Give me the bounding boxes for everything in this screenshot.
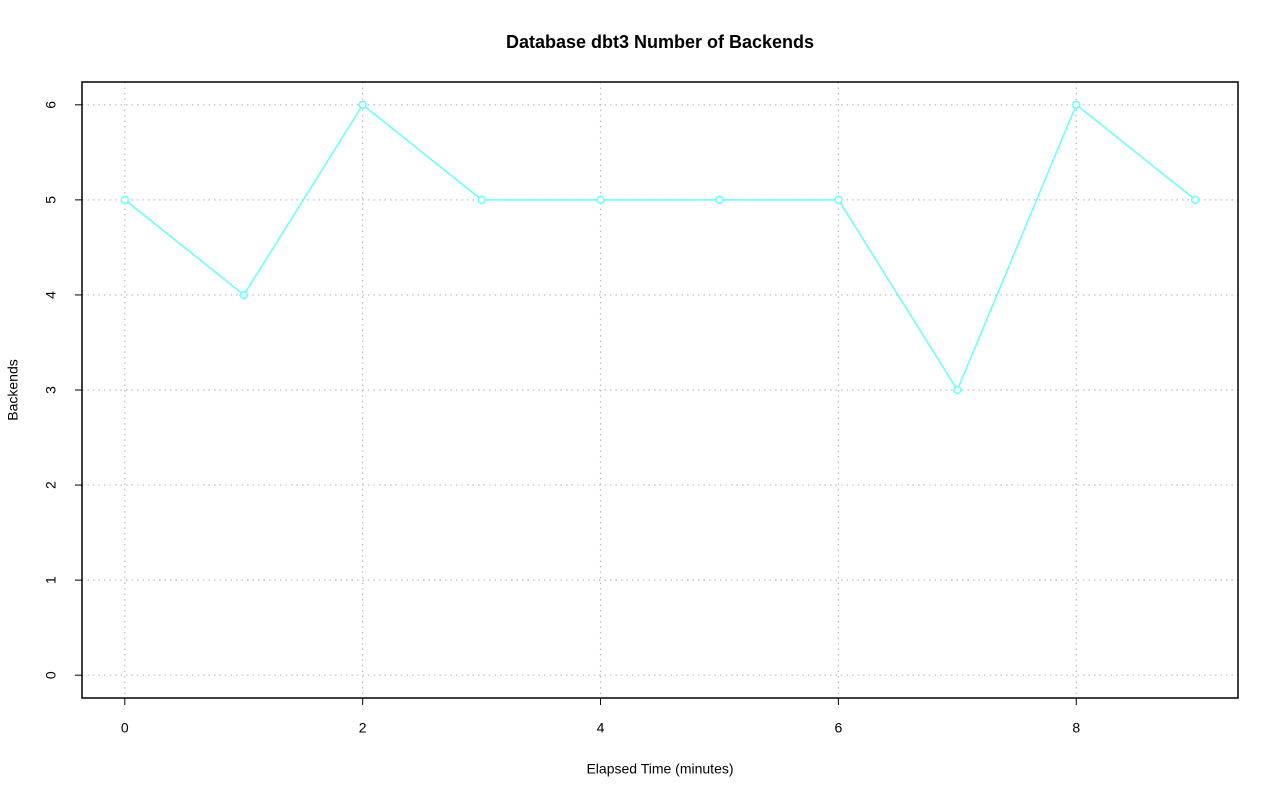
y-axis-label: Backends [5,359,21,420]
y-tick-label: 1 [43,576,59,584]
data-point [1190,195,1200,205]
data-point [239,290,248,300]
x-axis-label: Elapsed Time (minutes) [586,761,733,777]
chart-title: Database dbt3 Number of Backends [506,32,814,52]
x-tick-label: 4 [597,720,605,736]
plot-frame [81,81,1239,699]
data-point [477,195,486,205]
data-point [834,195,843,205]
data-point [358,100,367,110]
x-tick-label: 8 [1072,720,1080,736]
data-point [953,385,962,395]
x-tick-label: 2 [359,720,367,736]
y-tick-label: 2 [43,481,59,489]
data-line [124,103,1196,392]
x-tick-label: 0 [121,720,129,736]
data-point [596,195,605,205]
data-point [715,195,724,205]
data-point [120,195,130,205]
data-point [1072,100,1081,110]
y-tick-label: 4 [43,291,59,299]
y-tick-label: 5 [43,196,59,204]
y-tick-label: 6 [43,101,59,109]
y-tick-label: 0 [43,671,59,679]
x-tick-label: 6 [834,720,842,736]
y-tick-label: 3 [43,386,59,394]
